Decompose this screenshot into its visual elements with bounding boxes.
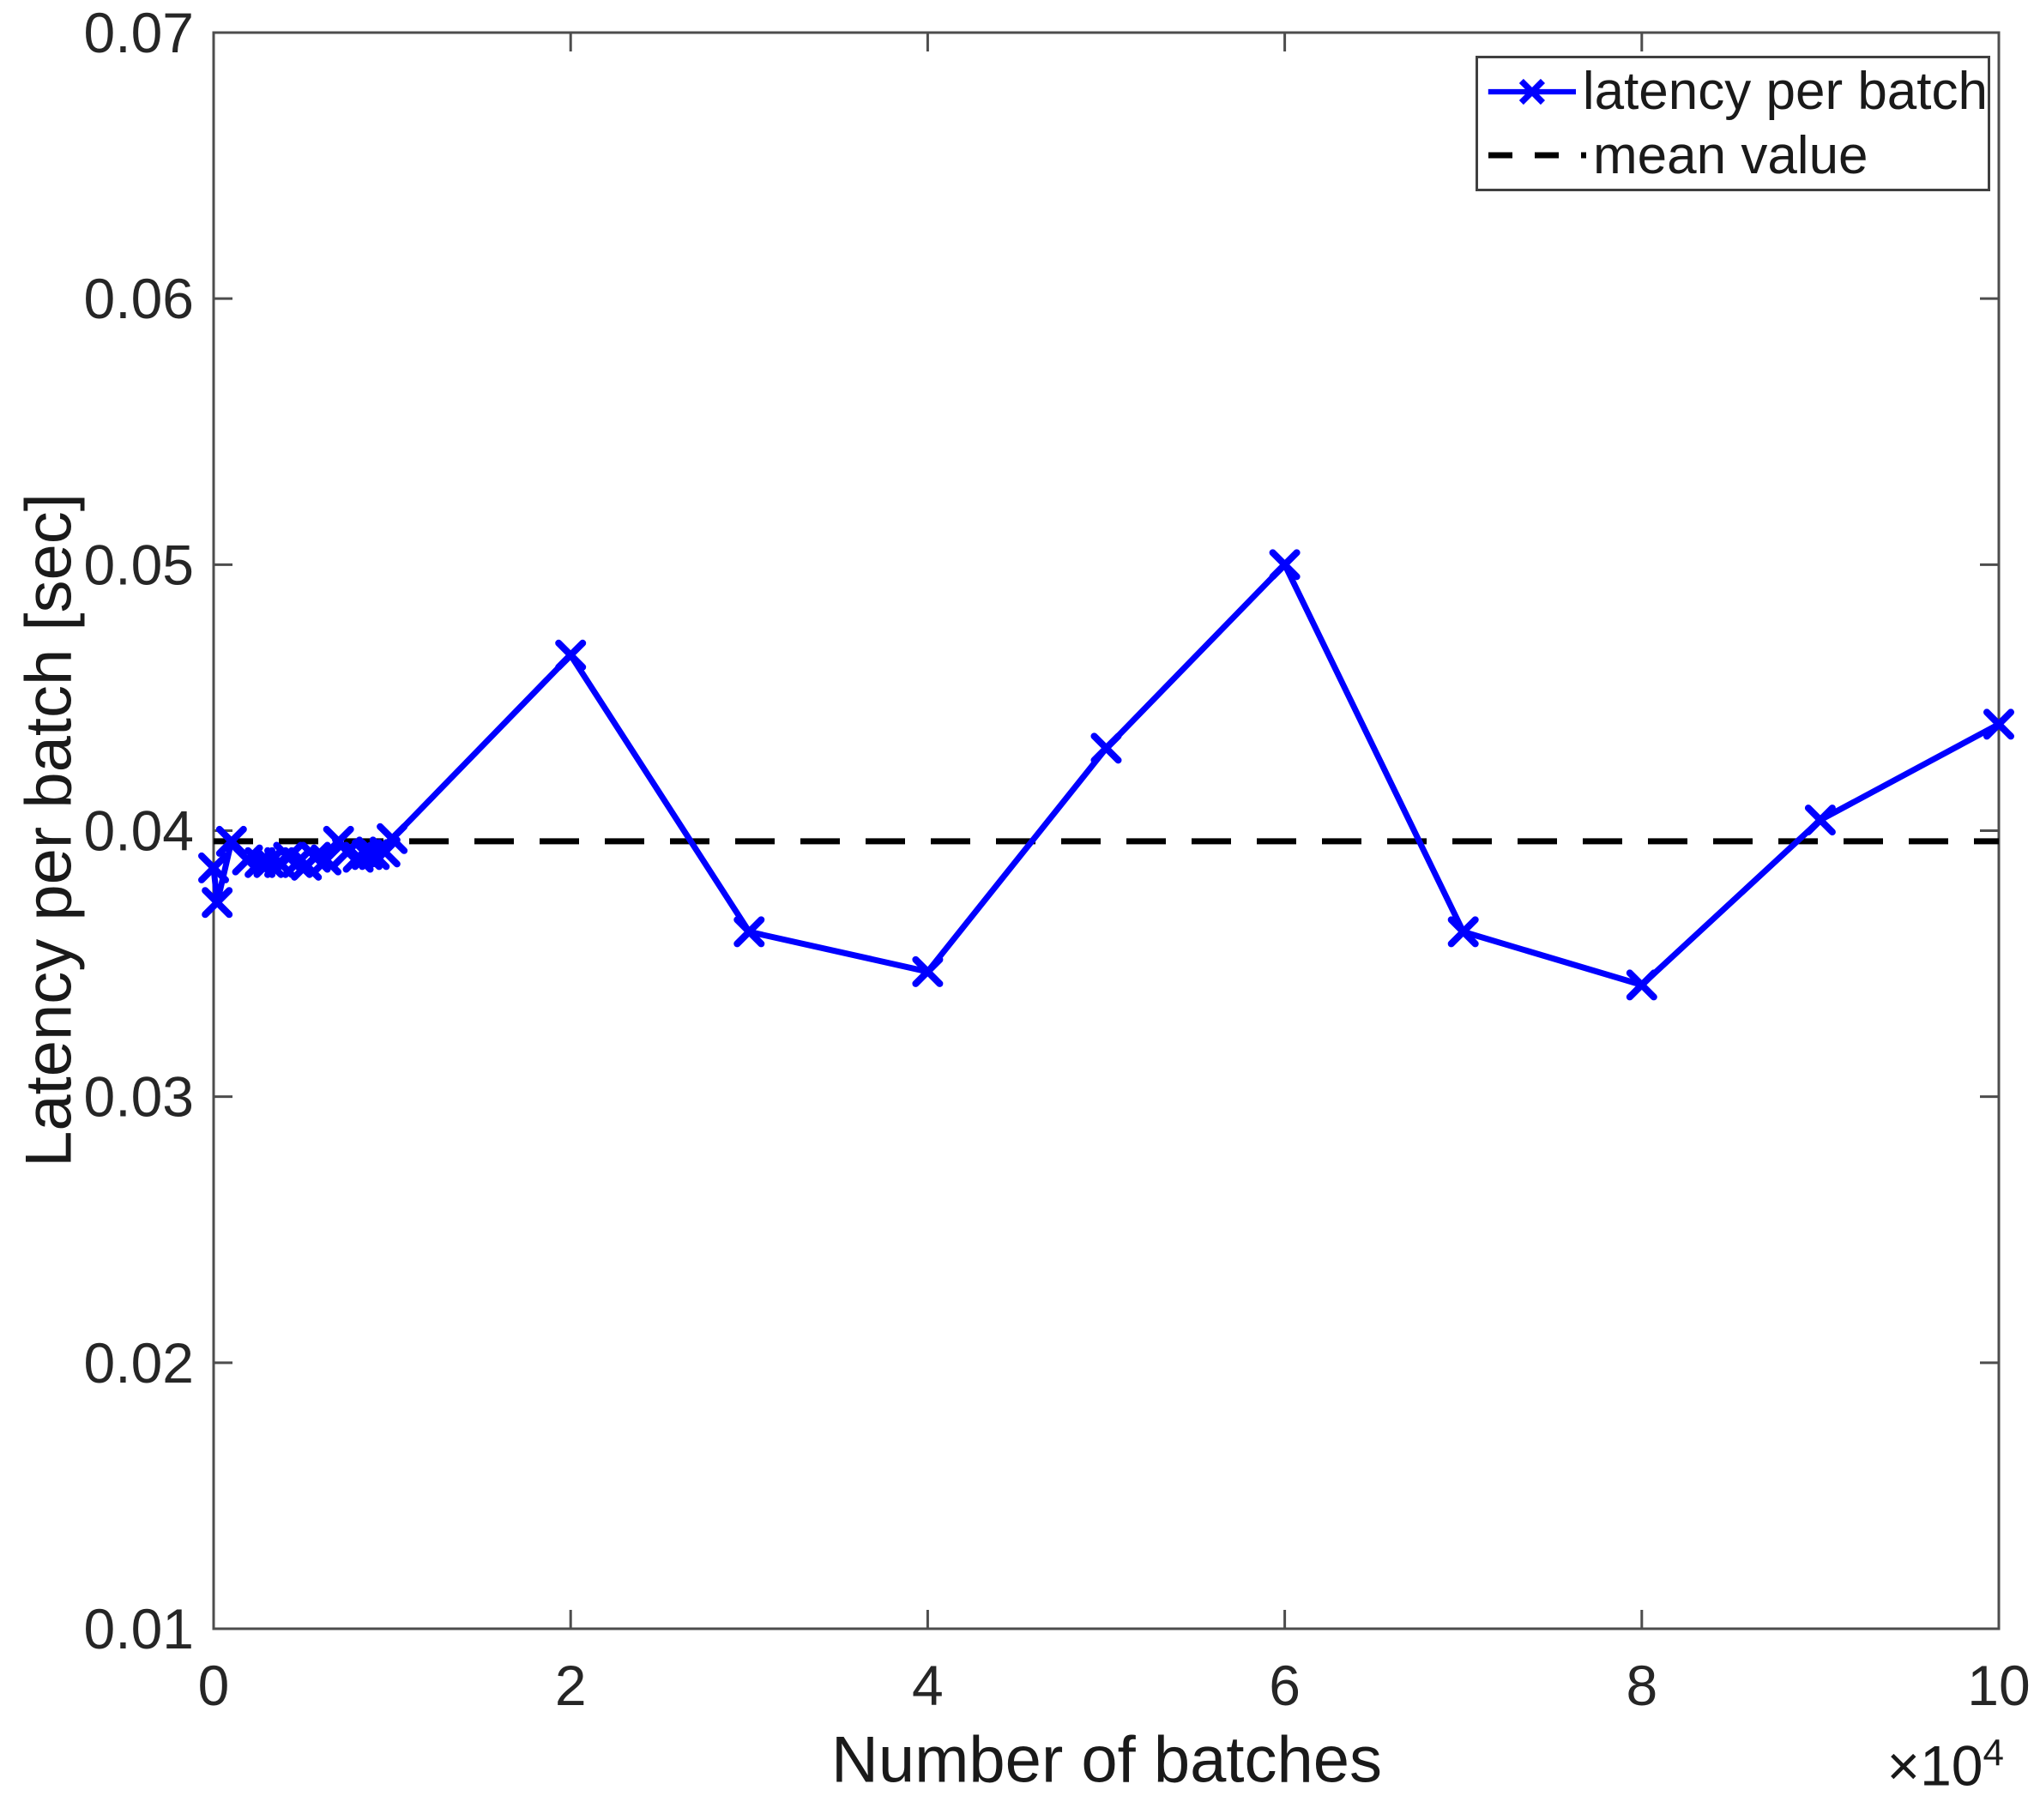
- data-point-x-marker: [311, 844, 342, 876]
- y-tick-label: 0.06: [84, 267, 194, 330]
- data-point-x-marker: [1626, 969, 1657, 1001]
- data-point-x-marker: [202, 887, 233, 919]
- latency-line: [210, 561, 2001, 988]
- data-point-x-marker: [253, 847, 285, 878]
- data-point-x-marker: [1983, 708, 2014, 740]
- axes-box: [212, 31, 2001, 1630]
- y-tick-label: 0.04: [84, 799, 194, 863]
- y-tick-label: 0.02: [84, 1331, 194, 1395]
- data-point-x-marker: [555, 639, 587, 671]
- x-tick-label: 0: [198, 1654, 230, 1717]
- legend-item-latency: latency per batch: [1478, 61, 1988, 123]
- x-tick-label: 8: [1626, 1654, 1657, 1717]
- legend-label-mean: mean value: [1593, 125, 1868, 185]
- data-point-x-marker: [1447, 916, 1479, 948]
- y-tick-label: 0.07: [84, 1, 194, 64]
- data-point-x-marker: [1090, 732, 1122, 764]
- data-point-x-marker: [215, 825, 247, 857]
- legend-line-x-sample-icon: [1488, 78, 1577, 105]
- y-tick-label: 0.03: [84, 1065, 194, 1129]
- data-point-x-marker: [377, 823, 408, 854]
- legend-dashed-line-sample-icon: [1488, 152, 1586, 159]
- data-point-x-marker: [912, 955, 944, 987]
- x-tick-label: 4: [912, 1654, 944, 1717]
- x-tick-label: 6: [1269, 1654, 1301, 1717]
- x-tick-label: 10: [1967, 1654, 2030, 1717]
- data-point-x-marker: [299, 841, 331, 873]
- legend: latency per batch mean value: [1476, 56, 1990, 191]
- x-axis-offset-label: ×104: [1887, 1733, 2004, 1799]
- x-axis-offset-base: ×10: [1886, 1733, 1983, 1798]
- data-point-x-marker: [1804, 805, 1836, 836]
- data-point-x-marker: [733, 916, 765, 948]
- x-axis-label: Number of batches: [830, 1723, 1383, 1797]
- y-tick-label: 0.05: [84, 533, 194, 596]
- data-point-x-marker: [281, 847, 313, 878]
- y-tick-label: 0.01: [84, 1597, 194, 1660]
- data-point-x-marker: [198, 852, 229, 883]
- legend-item-mean: mean value: [1478, 124, 1988, 186]
- y-axis-label: Latency per batch [sec]: [12, 493, 86, 1167]
- data-point-x-marker: [1269, 549, 1301, 581]
- x-tick-label: 2: [555, 1654, 587, 1717]
- legend-label-latency: latency per batch: [1582, 62, 1988, 122]
- x-axis-offset-exponent: 4: [1983, 1732, 2004, 1775]
